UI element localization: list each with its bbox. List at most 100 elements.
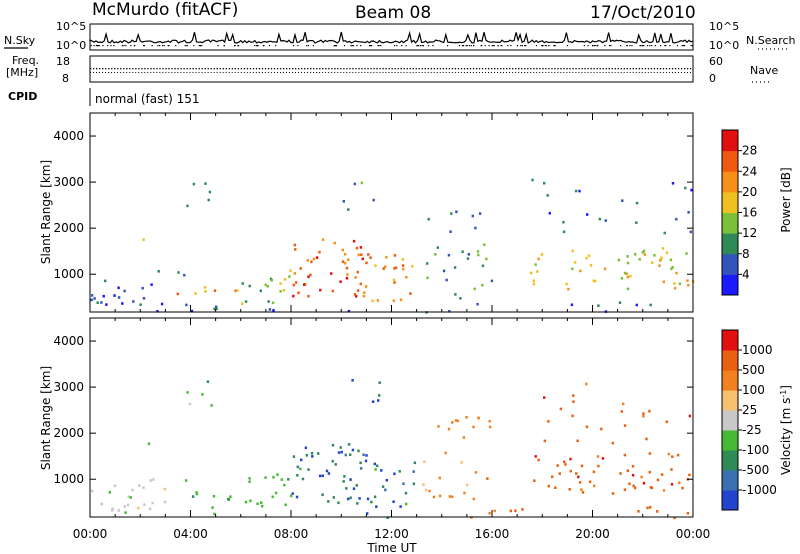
scatter-cell (151, 501, 154, 505)
velocity-colorbar-tick-label: 500 (742, 363, 765, 377)
nave-dot (439, 72, 441, 73)
freq-dot (225, 68, 227, 70)
freq-dot (566, 68, 568, 70)
nsearch-dot (484, 45, 486, 47)
nave-dot (418, 72, 420, 73)
nsearch-dot (420, 45, 422, 47)
nsearch-dot (199, 45, 201, 47)
nsky-tick-top: 10^5 (56, 20, 86, 33)
power-colorbar-tick-label: 12 (742, 226, 757, 240)
nsearch-dot (130, 45, 132, 47)
scatter-cell (547, 484, 550, 488)
scatter-cell (405, 502, 408, 506)
nave-dot (298, 72, 300, 73)
nsearch-dot (90, 45, 92, 47)
freq-dot (599, 68, 601, 70)
scatter-cell (259, 289, 262, 293)
nave-dot (310, 72, 312, 73)
scatter-cell (347, 497, 350, 501)
scatter-cell (318, 250, 321, 254)
scatter-cell (280, 478, 283, 481)
scatter-cell (537, 257, 540, 261)
freq-dot (415, 68, 417, 70)
freq-dot (581, 68, 583, 70)
nave-dot (481, 72, 483, 73)
scatter-cell (342, 200, 345, 203)
scatter-cell (448, 310, 451, 313)
nsearch-dot (525, 45, 527, 47)
nsearch-label: N.Search (746, 34, 796, 47)
freq-dot (451, 68, 454, 70)
nave-dot (509, 72, 511, 73)
x-tick-label: 04:00 (173, 527, 208, 541)
x-tick-label: 12:00 (374, 527, 409, 541)
freq-dot (659, 68, 662, 70)
scatter-cell (514, 509, 517, 513)
scatter-cell (195, 492, 199, 496)
nsearch-dot (193, 45, 195, 47)
nsearch-dot (163, 45, 165, 47)
nave-dot (210, 72, 212, 73)
nave-dot (301, 72, 303, 73)
scatter-cell (386, 516, 389, 519)
freq-dot (590, 68, 592, 70)
nave-dot (126, 72, 128, 73)
scatter-cell (658, 264, 661, 267)
nave-dot (412, 72, 414, 73)
freq-dot (656, 68, 659, 70)
nave-dot (433, 72, 435, 73)
nave-dot (668, 72, 670, 73)
freq-dot (635, 68, 638, 70)
scatter-cell (623, 271, 627, 275)
nave-dot (572, 72, 574, 73)
scatter-cell (132, 300, 135, 303)
freq-dot (650, 68, 653, 70)
scatter-cell (293, 272, 296, 275)
velocity-colorbar-label: Velocity [m s-1] (779, 385, 793, 475)
freq-dot (273, 68, 276, 70)
nsearch-dot (654, 45, 656, 47)
nave-dot (213, 72, 215, 73)
scatter-cell (686, 511, 690, 515)
nsearch-dot (548, 45, 550, 47)
scatter-cell (619, 472, 622, 475)
freq-dot (367, 68, 369, 70)
nsearch-dot (98, 45, 100, 47)
scatter-cell (401, 264, 405, 267)
scatter-cell (481, 264, 485, 268)
freq-dot (340, 68, 342, 70)
freq-dot (376, 68, 378, 70)
scatter-cell (642, 415, 645, 418)
nsearch-dot (380, 45, 382, 47)
scatter-cell (473, 287, 476, 291)
freq-dot (364, 68, 366, 70)
nave-dot (548, 72, 550, 73)
scatter-cell (617, 258, 620, 262)
scatter-cell (466, 257, 470, 260)
freq-dot (602, 68, 604, 70)
freq-dot (503, 68, 505, 70)
scatter-cell (142, 297, 146, 300)
power-colorbar-swatch (722, 191, 738, 213)
nave-dot (147, 72, 149, 73)
nave-dot (632, 72, 634, 73)
freq-dot (487, 68, 490, 70)
scatter-cell (428, 489, 431, 493)
freq-dot (490, 68, 493, 70)
scatter-cell (532, 282, 536, 286)
scatter-cell (592, 470, 596, 474)
freq-dot (213, 68, 215, 70)
scatter-cell (143, 503, 146, 506)
scatter-cell (530, 271, 533, 275)
nsearch-dot (535, 45, 538, 47)
nave-dot (150, 72, 152, 73)
nsearch-dot (257, 45, 259, 47)
scatter-cell (310, 260, 313, 264)
scatter-cell (371, 400, 375, 403)
scatter-cell (304, 446, 308, 450)
scatter-cell (378, 394, 381, 397)
nave-dot (451, 72, 453, 73)
nsearch-dot (466, 45, 468, 47)
nsearch-dot (608, 45, 611, 47)
nsearch-dot (446, 45, 449, 47)
